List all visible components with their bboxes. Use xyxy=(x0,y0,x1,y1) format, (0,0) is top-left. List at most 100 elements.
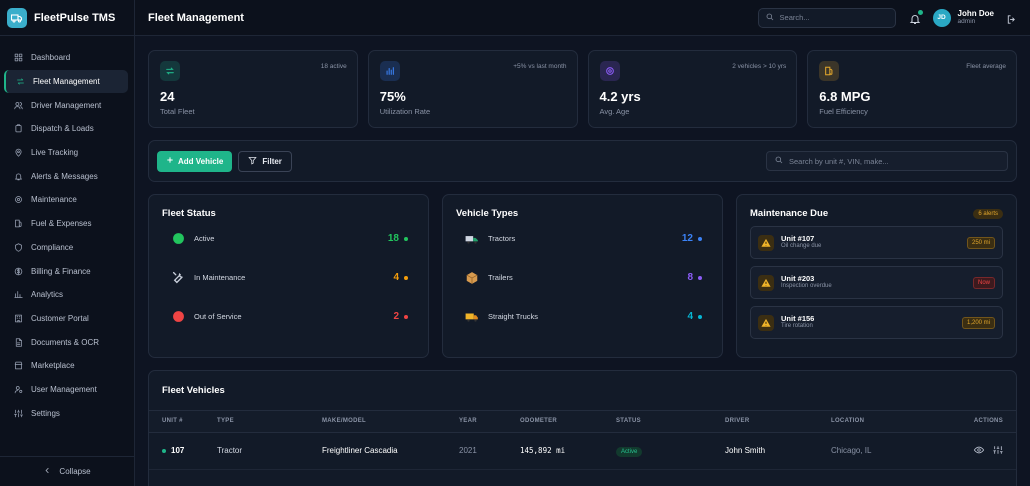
sidebar-item-settings[interactable]: Settings xyxy=(4,401,128,425)
sidebar-item-label: Dashboard xyxy=(31,53,71,63)
filter-label: Filter xyxy=(262,156,282,166)
maintenance-due-badge: Now xyxy=(972,276,995,289)
cell-location: Chicago, IL xyxy=(831,432,959,470)
bar-chart-icon xyxy=(379,61,400,81)
column-header-odometer[interactable]: ODOMETER xyxy=(520,411,616,433)
maintenance-item[interactable]: Unit #107 Oil change due 250 mi xyxy=(750,226,1003,259)
filter-button[interactable]: Filter xyxy=(238,150,292,172)
fleet-status-row[interactable]: Active 18 xyxy=(162,219,415,258)
eye-icon[interactable] xyxy=(973,445,985,457)
sidebar-item-dispatch-and-loads[interactable]: Dispatch & Loads xyxy=(4,117,128,141)
sidebar-item-fleet-management[interactable]: Fleet Management xyxy=(4,69,128,94)
user-avatar[interactable]: JD xyxy=(932,8,951,27)
status-badge: Active xyxy=(616,447,643,457)
global-search-placeholder: Search... xyxy=(779,13,810,22)
stats-row: 18 active 24 Total Fleet +5% vs last month 7… xyxy=(148,50,1017,128)
sliders-icon[interactable] xyxy=(993,445,1003,457)
sidebar-item-label: Marketplace xyxy=(31,361,75,371)
sidebar: FleetPulse TMS Dashboard Fleet Management… xyxy=(0,0,135,486)
sidebar-item-user-management[interactable]: User Management xyxy=(4,378,128,402)
add-vehicle-button[interactable]: Add Vehicle xyxy=(157,150,233,172)
user-info[interactable]: John Doe admin xyxy=(958,9,994,26)
column-header-unit[interactable]: UNIT # xyxy=(149,411,217,433)
search-icon xyxy=(775,156,783,166)
stat-card: Fleet average 6.8 MPG Fuel Efficiency xyxy=(807,50,1017,128)
green-circle-icon xyxy=(171,232,185,246)
main-area: Fleet Management Search... JD John Doe a… xyxy=(135,0,1030,486)
stat-value: 24 xyxy=(160,89,175,104)
gear-icon xyxy=(599,61,620,81)
fleet-status-row[interactable]: In Maintenance 4 xyxy=(162,258,415,297)
stat-card: +5% vs last month 75% Utilization Rate xyxy=(367,50,578,128)
column-header-location[interactable]: LOCATION xyxy=(831,411,959,433)
sidebar-item-label: Billing & Finance xyxy=(31,266,91,276)
notifications-bell-icon[interactable] xyxy=(909,9,923,24)
vehicle-search-input[interactable]: Search by unit #, VIN, make... xyxy=(766,151,1008,171)
vehicle-type-row[interactable]: Straight Trucks 4 xyxy=(456,297,709,336)
fleet-vehicles-panel: Fleet Vehicles UNIT # TYPE MAKE/MODEL YEAR O… xyxy=(148,370,1017,486)
column-header-type[interactable]: TYPE xyxy=(217,411,322,433)
sidebar-item-live-tracking[interactable]: Live Tracking xyxy=(4,141,128,165)
sidebar-item-billing-and-finance[interactable]: Billing & Finance xyxy=(4,259,128,283)
stat-note: +5% vs last month xyxy=(513,63,567,70)
sidebar-item-dashboard[interactable]: Dashboard xyxy=(4,46,128,70)
table-row[interactable]: 107 Tractor Freightliner Cascadia 2021 145,8… xyxy=(149,432,1016,470)
stat-card: 2 vehicles > 10 yrs 4.2 yrs Avg. Age xyxy=(587,50,798,128)
column-header-status[interactable]: STATUS xyxy=(616,411,725,433)
sidebar-nav: Dashboard Fleet Management Driver Manageme… xyxy=(0,36,134,425)
maintenance-item[interactable]: Unit #156 Tire rotation 1,200 mi xyxy=(750,306,1003,339)
sidebar-item-label: Compliance xyxy=(31,242,74,252)
vehicle-type-row[interactable]: Trailers 8 xyxy=(456,258,709,297)
sidebar-item-label: User Management xyxy=(31,384,97,394)
filter-icon xyxy=(248,156,258,167)
bar-chart-icon xyxy=(14,290,23,299)
vehicle-type-row[interactable]: Tractors 12 xyxy=(456,219,709,258)
sidebar-item-marketplace[interactable]: Marketplace xyxy=(4,354,128,378)
global-search-input[interactable]: Search... xyxy=(757,7,896,28)
warning-icon xyxy=(758,234,774,251)
sidebar-item-analytics[interactable]: Analytics xyxy=(4,283,128,307)
fleet-status-row[interactable]: Out of Service 2 xyxy=(162,297,415,336)
sidebar-item-customer-portal[interactable]: Customer Portal xyxy=(4,307,128,331)
maintenance-due-badge: 1,200 mi xyxy=(961,316,995,329)
sidebar-item-compliance[interactable]: Compliance xyxy=(4,236,128,260)
column-header-make-model[interactable]: MAKE/MODEL xyxy=(322,411,459,433)
logout-icon[interactable] xyxy=(1006,12,1017,24)
column-header-driver[interactable]: DRIVER xyxy=(725,411,831,433)
column-header-actions[interactable]: ACTIONS xyxy=(959,411,1016,433)
user-cog-icon xyxy=(14,385,23,394)
maintenance-unit: Unit #156 xyxy=(781,314,815,324)
column-header-year[interactable]: YEAR xyxy=(459,411,520,433)
sidebar-item-documents-and-ocr[interactable]: Documents & OCR xyxy=(4,330,128,354)
vehicle-type-count: 4 xyxy=(687,311,693,322)
status-label: Active xyxy=(194,234,215,243)
sidebar-item-label: Live Tracking xyxy=(31,148,79,158)
maintenance-item[interactable]: Unit #203 Inspection overdue Now xyxy=(750,266,1003,299)
maintenance-desc: Tire rotation xyxy=(781,323,813,330)
brand-name: FleetPulse TMS xyxy=(34,11,116,24)
sidebar-item-label: Fleet Management xyxy=(33,77,100,87)
fuel-icon xyxy=(14,219,23,228)
building-icon xyxy=(14,314,23,323)
status-label: In Maintenance xyxy=(194,273,246,282)
gear-icon xyxy=(14,195,23,204)
page-title: Fleet Management xyxy=(148,11,244,24)
vehicle-types-title: Vehicle Types xyxy=(456,208,519,219)
vehicle-type-label: Straight Trucks xyxy=(488,312,539,321)
sidebar-item-fuel-and-expenses[interactable]: Fuel & Expenses xyxy=(4,212,128,236)
sidebar-item-driver-management[interactable]: Driver Management xyxy=(4,93,128,117)
bell-icon xyxy=(14,172,23,181)
collapse-button[interactable]: Collapse xyxy=(0,456,135,486)
status-dot xyxy=(404,314,408,319)
sidebar-item-alerts-and-messages[interactable]: Alerts & Messages xyxy=(4,164,128,188)
vehicle-type-dot xyxy=(698,275,702,280)
vehicle-type-label: Trailers xyxy=(488,273,513,282)
cell-make-model: Freightliner Cascadia xyxy=(322,432,459,470)
sidebar-item-label: Dispatch & Loads xyxy=(31,124,94,134)
sidebar-item-maintenance[interactable]: Maintenance xyxy=(4,188,128,212)
brand[interactable]: FleetPulse TMS xyxy=(0,0,134,36)
warning-icon xyxy=(758,314,774,331)
stat-label: Total Fleet xyxy=(160,107,195,116)
dollar-icon xyxy=(14,267,23,276)
